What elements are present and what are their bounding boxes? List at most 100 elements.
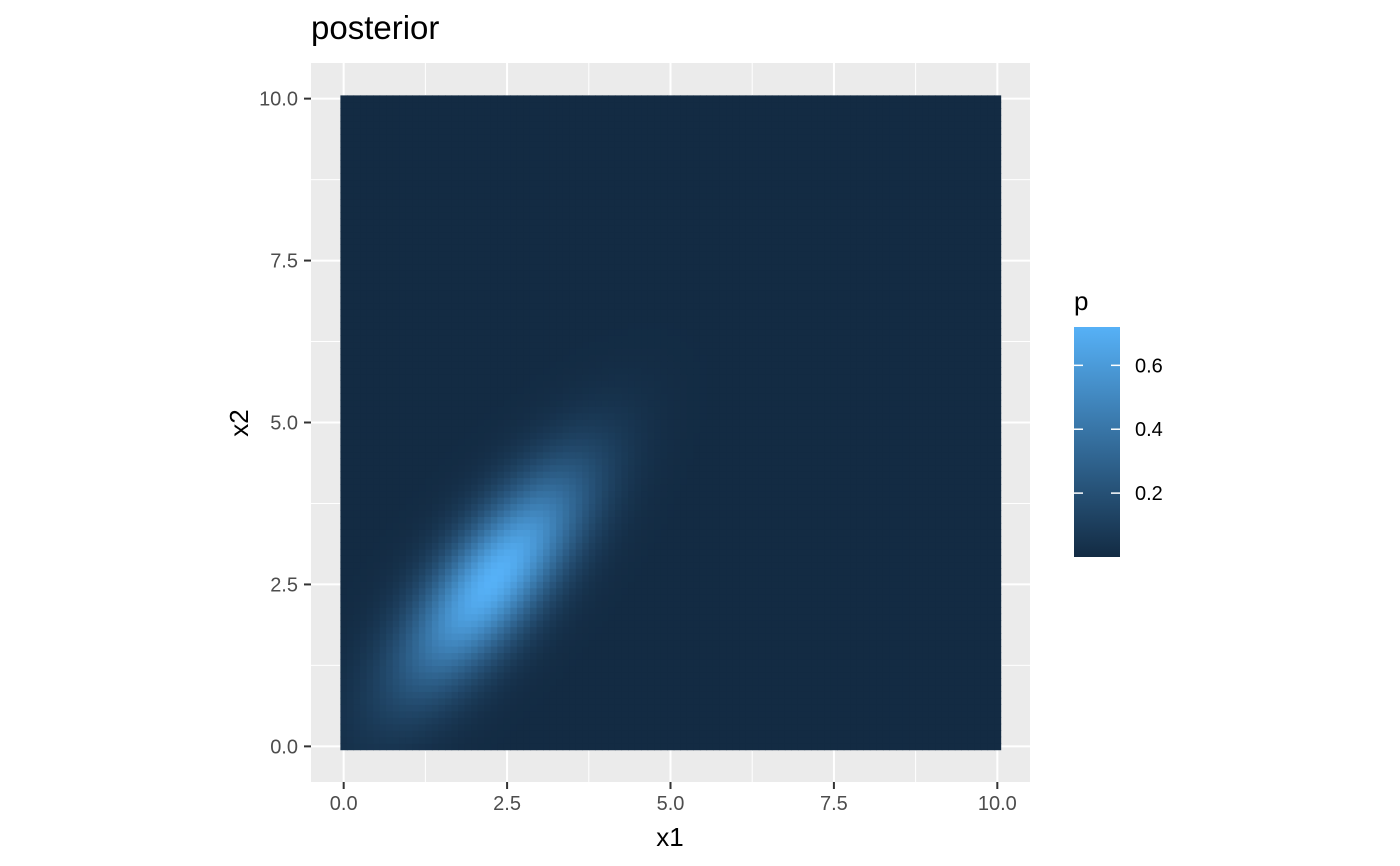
heatmap-tile	[451, 704, 459, 712]
heatmap-tile	[784, 658, 793, 667]
heatmap-tile	[412, 671, 420, 679]
heatmap-tile	[647, 723, 655, 731]
heatmap-tile	[497, 484, 505, 492]
heatmap-tile	[503, 710, 511, 718]
heatmap-tile	[752, 555, 760, 563]
heatmap-tile	[569, 743, 577, 751]
heatmap-tile	[758, 600, 766, 608]
heatmap-tile	[484, 432, 492, 440]
heatmap-tile	[726, 626, 734, 634]
heatmap-tile	[392, 736, 400, 744]
heatmap-tile	[922, 717, 930, 725]
heatmap-tile	[928, 658, 936, 667]
heatmap-tile	[954, 542, 962, 550]
heatmap-tile	[771, 633, 779, 641]
heatmap-tile	[503, 516, 511, 524]
heatmap-tile	[994, 710, 1002, 718]
heatmap-tile	[660, 736, 668, 744]
heatmap-tile	[680, 522, 688, 530]
heatmap-tile	[791, 691, 799, 699]
heatmap-tile	[379, 697, 387, 705]
heatmap-tile	[824, 516, 832, 524]
heatmap-tile	[340, 613, 348, 621]
heatmap-tile	[654, 529, 662, 537]
heatmap-tile	[588, 561, 596, 569]
heatmap-tile	[837, 671, 845, 679]
heatmap-tile	[464, 704, 472, 712]
heatmap-tile	[516, 477, 525, 485]
heatmap-tile	[896, 658, 904, 667]
heatmap-tile	[431, 594, 440, 602]
heatmap-tile	[575, 639, 583, 647]
heatmap-tile	[445, 535, 453, 543]
heatmap-tile	[909, 678, 917, 686]
heatmap-tile	[811, 490, 819, 498]
heatmap-tile	[516, 503, 525, 511]
heatmap-tile	[889, 490, 897, 498]
heatmap-tile	[588, 633, 596, 641]
heatmap-tile	[556, 477, 564, 485]
heatmap-tile	[889, 710, 897, 718]
heatmap-tile	[628, 458, 636, 466]
heatmap-tile	[634, 743, 642, 751]
heatmap-tile	[974, 529, 982, 537]
heatmap-tile	[458, 691, 466, 699]
heatmap-tile	[745, 717, 753, 725]
heatmap-tile	[340, 730, 348, 738]
heatmap-tile	[693, 684, 701, 692]
heatmap-tile	[373, 509, 381, 518]
heatmap-tile	[392, 645, 400, 654]
heatmap-tile	[922, 613, 930, 621]
heatmap-tile	[549, 613, 557, 621]
heatmap-tile	[850, 581, 858, 589]
heatmap-tile	[693, 671, 701, 679]
heatmap-tile	[856, 710, 864, 718]
heatmap-tile	[869, 691, 877, 699]
heatmap-tile	[856, 548, 864, 556]
heatmap-tile	[484, 542, 492, 550]
heatmap-tile	[935, 736, 943, 744]
heatmap-tile	[484, 710, 492, 718]
heatmap-tile	[614, 529, 623, 537]
heatmap-tile	[961, 704, 969, 712]
heatmap-tile	[811, 678, 819, 686]
heatmap-tile	[425, 451, 433, 459]
heatmap-tile	[673, 697, 681, 705]
heatmap-tile	[739, 484, 747, 492]
heatmap-tile	[686, 691, 694, 699]
heatmap-tile	[817, 522, 825, 530]
heatmap-tile	[745, 432, 753, 440]
heatmap-tile	[386, 425, 394, 433]
heatmap-tile	[778, 568, 786, 576]
heatmap-tile	[405, 535, 413, 543]
heatmap-tile	[712, 697, 721, 705]
heatmap-tile	[706, 555, 714, 563]
heatmap-tile	[804, 471, 812, 479]
heatmap-tile	[654, 684, 662, 692]
heatmap-tile	[529, 464, 538, 472]
heatmap-tile	[673, 678, 681, 686]
heatmap-tile	[373, 671, 381, 679]
heatmap-tile	[562, 542, 570, 550]
heatmap-tile	[647, 665, 655, 673]
heatmap-tile	[843, 432, 851, 440]
heatmap-tile	[601, 471, 610, 479]
heatmap-tile	[699, 484, 708, 492]
heatmap-tile	[634, 697, 642, 705]
heatmap-tile	[654, 516, 662, 524]
heatmap-tile	[582, 548, 590, 556]
heatmap-tile	[673, 574, 681, 582]
heatmap-tile	[863, 678, 871, 686]
heatmap-tile	[876, 529, 884, 537]
heatmap-tile	[856, 684, 864, 692]
heatmap-tile	[477, 438, 485, 446]
heatmap-tile	[915, 684, 923, 692]
heatmap-tile	[608, 445, 616, 453]
heatmap-tile	[680, 477, 688, 485]
heatmap-tile	[569, 704, 577, 712]
heatmap-tile	[346, 522, 355, 530]
heatmap-tile	[896, 438, 904, 446]
heatmap-tile	[706, 723, 714, 731]
heatmap-tile	[791, 587, 799, 595]
heatmap-tile	[797, 509, 806, 518]
